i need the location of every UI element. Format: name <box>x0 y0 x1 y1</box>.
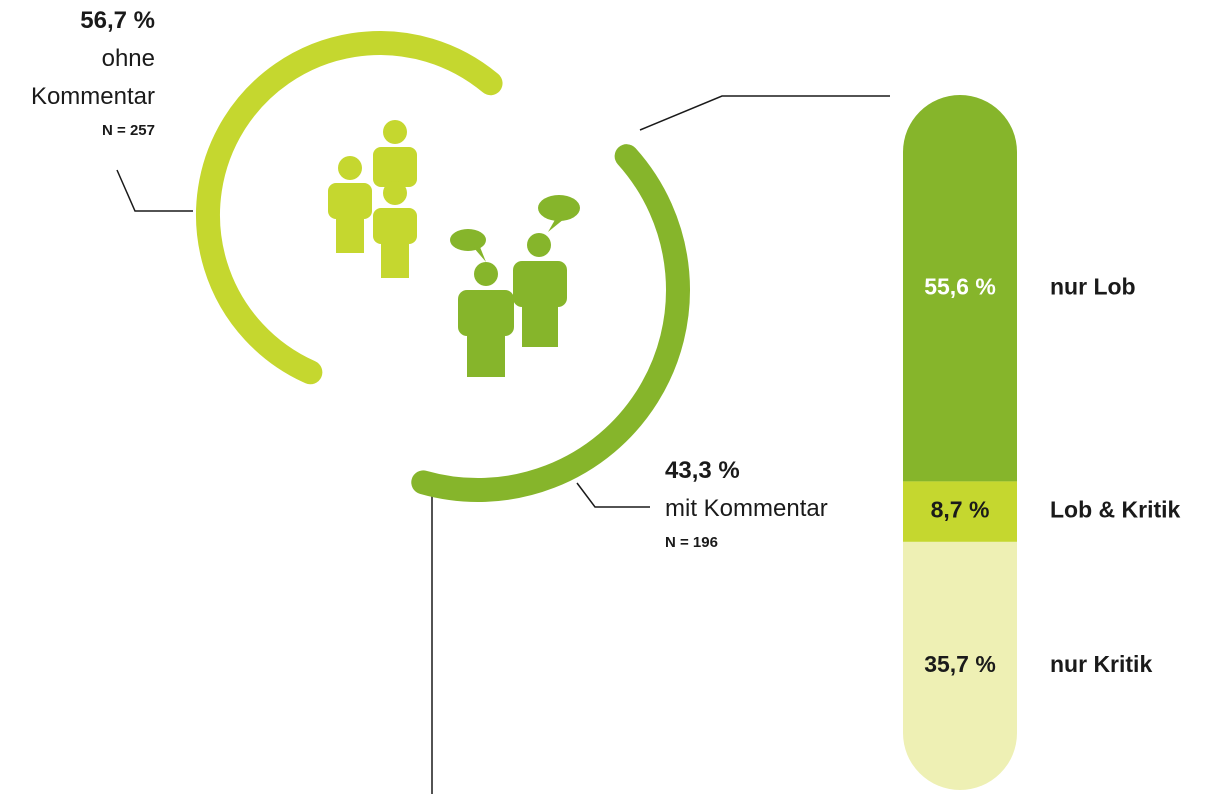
leader-lines <box>116 95 890 794</box>
category-label: nur Lob <box>1050 273 1136 299</box>
category-label: mit Kommentar <box>665 495 828 522</box>
value-label: 55,6 % <box>924 273 996 299</box>
category-label: nur Kritik <box>1050 651 1152 677</box>
bar-segment <box>903 541 1017 790</box>
donut-arc <box>196 31 503 385</box>
category-label: Lob & Kritik <box>1050 497 1181 523</box>
value-label: 35,7 % <box>924 651 996 677</box>
donut-label: 56,7 % ohne Kommentar N = 257 <box>5 2 155 146</box>
value-label: 56,7 % <box>80 7 155 34</box>
people-icon-plain <box>328 120 417 278</box>
count-label: N = 257 <box>102 122 155 139</box>
bar-segment <box>903 95 1017 482</box>
count-label: N = 196 <box>665 534 718 551</box>
value-label: 43,3 % <box>665 457 740 484</box>
bar-segment <box>903 481 1017 542</box>
donut-label: 43,3 % mit Kommentar N = 196 <box>665 452 925 558</box>
donut-arc <box>411 144 690 502</box>
category-label: ohne Kommentar <box>30 45 155 110</box>
people-icon-speaking <box>450 195 580 377</box>
marks: 55,6 % nur Lob 8,7 % Lob & Kritik 35,7 % nur … <box>196 31 1181 790</box>
value-label: 8,7 % <box>931 497 990 523</box>
